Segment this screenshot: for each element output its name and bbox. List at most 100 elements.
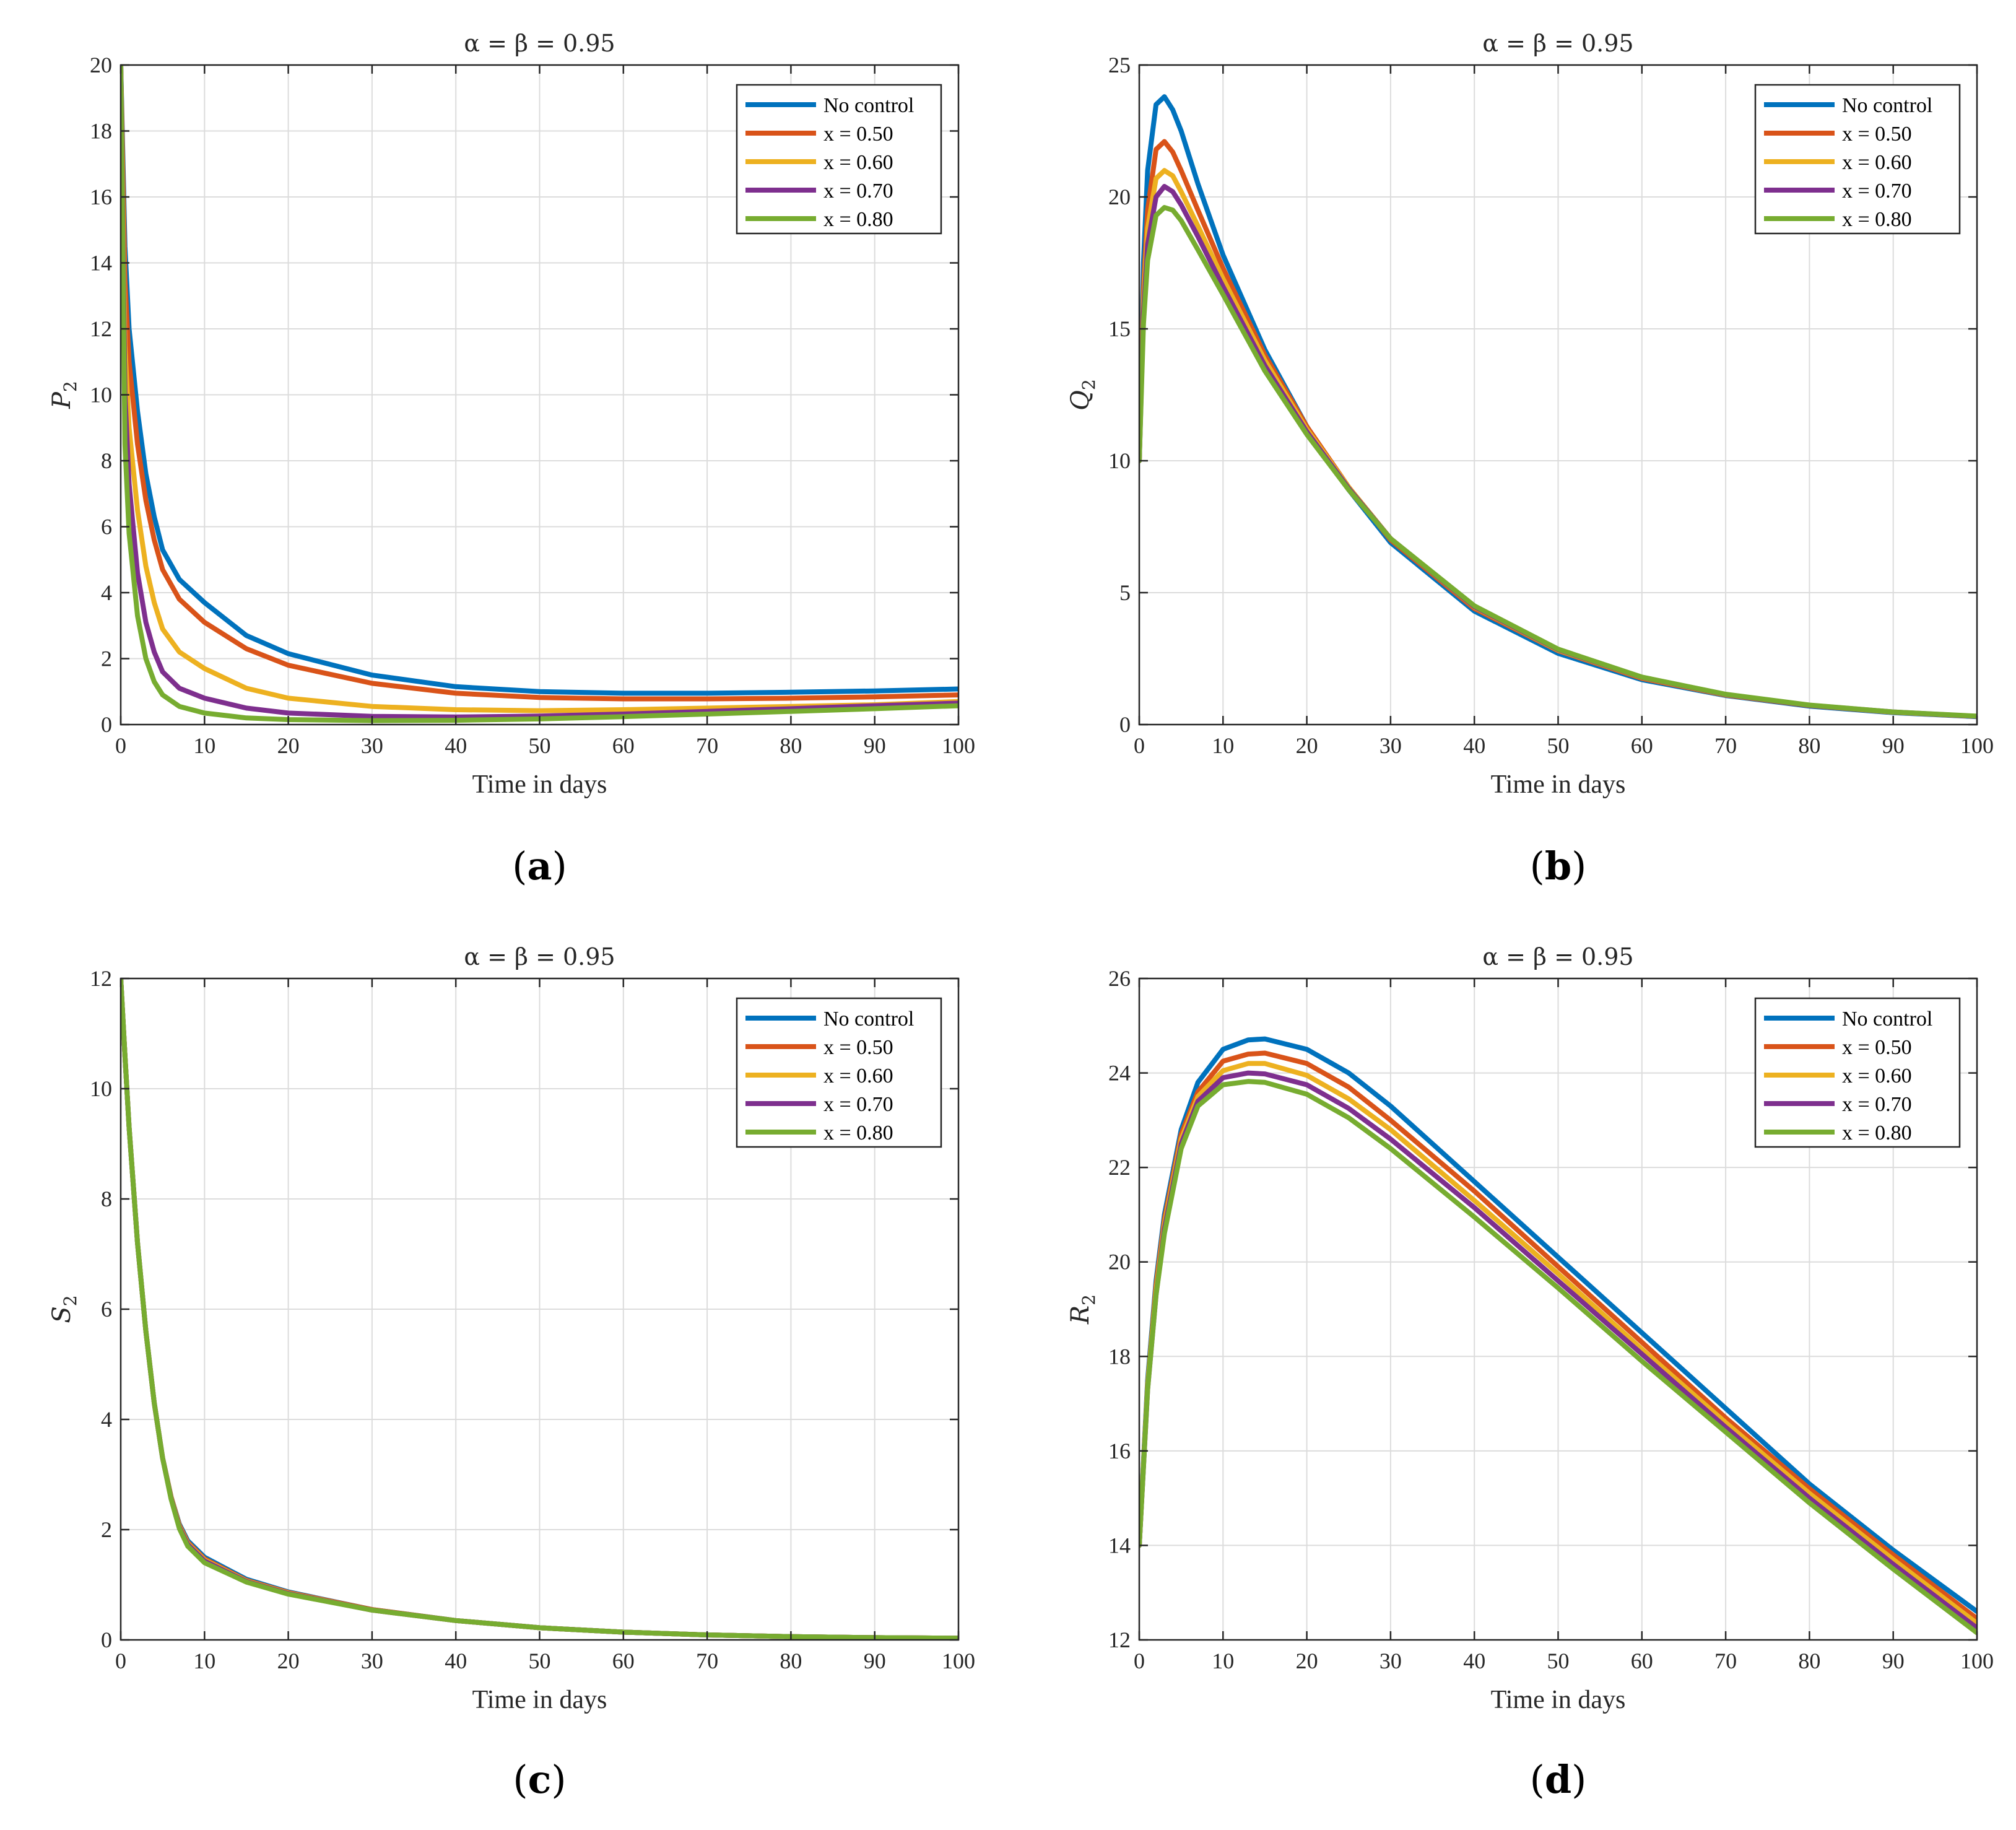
legend-label: x = 0.70 [1842,1093,1912,1116]
x-tick-label: 50 [529,733,551,758]
x-tick-label: 100 [1960,733,1994,758]
series-line-3 [121,65,958,720]
x-tick-label: 30 [1379,1649,1402,1673]
x-tick-label: 50 [1547,1649,1570,1673]
panel-title: α = β = 0.95 [464,943,615,970]
legend-label: x = 0.50 [1842,1036,1912,1059]
y-tick-label: 20 [1108,185,1131,209]
y-tick-label: 6 [101,1297,112,1322]
y-tick-label: 22 [1108,1155,1131,1180]
x-tick-label: 90 [864,733,886,758]
y-tick-label: 14 [1108,1533,1131,1558]
x-tick-label: 10 [193,733,215,758]
y-axis-label: R2 [1066,1294,1099,1325]
x-tick-label: 30 [361,1649,383,1673]
legend-label: No control [1842,94,1932,117]
legend-label: x = 0.50 [1842,123,1912,146]
x-tick-label: 100 [942,733,975,758]
legend-label: x = 0.80 [1842,1122,1912,1144]
panel-caption: (a) [512,843,567,889]
y-tick-label: 6 [101,515,112,539]
y-tick-label: 16 [1108,1439,1131,1463]
y-tick-label: 4 [101,1407,112,1432]
panel-title: α = β = 0.95 [464,30,615,57]
x-tick-label: 20 [1296,733,1318,758]
x-tick-label: 30 [1379,733,1402,758]
panel-c: 0 10 20 30 40 50 60 70 80 90 100 0 2 4 6 8 10 12 α = β = 0… [48,943,975,1802]
x-tick-label: 20 [1296,1649,1318,1673]
panel-caption: (b) [1530,843,1587,889]
x-tick-label: 50 [1547,733,1570,758]
y-tick-label: 14 [90,251,112,276]
x-tick-label: 70 [1714,1649,1737,1673]
legend-label: x = 0.60 [1842,151,1912,174]
y-tick-label: 2 [101,1517,112,1542]
legend-label: x = 0.80 [1842,208,1912,231]
x-tick-label: 40 [445,733,467,758]
y-tick-label: 0 [101,712,112,737]
x-tick-label: 90 [864,1649,886,1673]
x-tick-label: 70 [696,733,718,758]
legend-label: x = 0.50 [823,1036,893,1059]
x-tick-label: 30 [361,733,383,758]
y-axis-label: S2 [48,1295,80,1323]
series-line-4 [1139,205,1977,719]
legend-label: x = 0.70 [823,1093,893,1116]
x-tick-label: 40 [1463,1649,1485,1673]
series-line-4 [121,65,958,723]
x-tick-label: 60 [1631,1649,1653,1673]
x-tick-label: 70 [696,1649,718,1673]
x-tick-label: 60 [1631,733,1653,758]
x-tick-label: 80 [780,1649,802,1673]
y-tick-label: 0 [101,1627,112,1652]
x-tick-label: 10 [1212,733,1234,758]
panel-a: 0 10 20 30 40 50 60 70 80 90 100 0 2 4 6 8 10 12 14 16 18 20 α… [48,30,975,889]
y-tick-label: 10 [1108,448,1131,473]
series-line-4 [121,978,958,1640]
legend-label: No control [823,94,914,117]
x-tick-label: 100 [1960,1649,1994,1673]
y-tick-label: 2 [101,647,112,671]
y-tick-label: 4 [101,580,112,605]
x-axis-label: Time in days [472,770,607,799]
legend-label: No control [823,1008,914,1030]
x-tick-label: 100 [942,1649,975,1673]
x-tick-label: 70 [1714,733,1737,758]
x-tick-label: 40 [445,1649,467,1673]
series-line-1 [121,65,958,702]
y-tick-label: 12 [90,966,112,991]
x-tick-label: 0 [1134,733,1145,758]
y-tick-label: 20 [90,53,112,77]
x-tick-label: 80 [1798,1649,1820,1673]
legend-label: x = 0.50 [823,123,893,146]
y-tick-label: 12 [1108,1627,1131,1652]
y-tick-label: 5 [1119,580,1131,605]
y-tick-label: 26 [1108,966,1131,991]
panel-title: α = β = 0.95 [1482,943,1633,970]
y-tick-label: 12 [90,316,112,341]
legend-label: x = 0.70 [1842,180,1912,203]
legend-label: x = 0.60 [1842,1065,1912,1087]
x-tick-label: 60 [612,1649,635,1673]
x-tick-label: 80 [1798,733,1820,758]
y-tick-label: 10 [90,383,112,407]
x-tick-label: 0 [115,1649,126,1673]
y-tick-label: 0 [1119,712,1131,737]
y-tick-label: 10 [90,1076,112,1101]
x-tick-label: 0 [1134,1649,1145,1673]
y-axis-label: Q2 [1066,379,1099,411]
x-tick-label: 90 [1882,733,1905,758]
x-tick-label: 80 [780,733,802,758]
x-tick-label: 20 [277,733,300,758]
x-axis-label: Time in days [1491,1686,1626,1714]
y-tick-label: 18 [1108,1344,1131,1369]
x-tick-label: 50 [529,1649,551,1673]
x-tick-label: 90 [1882,1649,1905,1673]
x-tick-label: 40 [1463,733,1485,758]
x-tick-label: 10 [1212,1649,1234,1673]
legend-label: x = 0.80 [823,208,893,231]
y-tick-label: 8 [101,1187,112,1211]
y-tick-label: 8 [101,448,112,473]
x-tick-label: 0 [115,733,126,758]
